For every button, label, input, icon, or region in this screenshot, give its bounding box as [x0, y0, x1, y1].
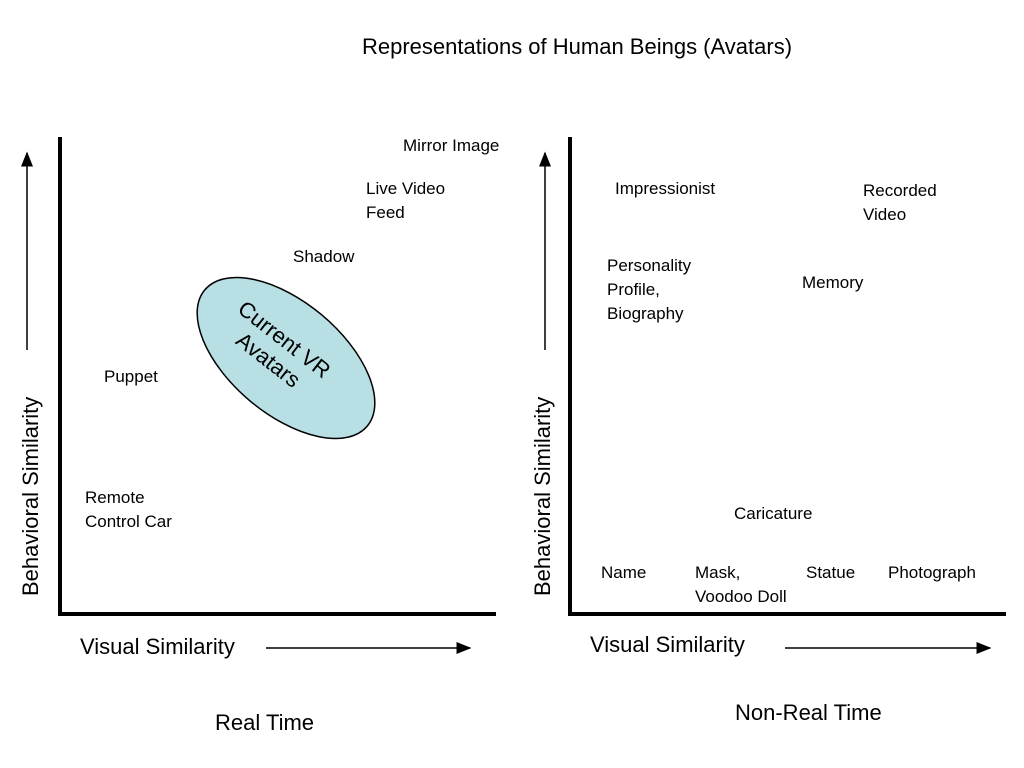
right-x-axis: [568, 612, 1006, 616]
label-remote-1: Remote: [85, 488, 145, 507]
label-puppet: Puppet: [104, 367, 158, 386]
right-panel-caption: Non-Real Time: [735, 700, 882, 725]
label-personality-3: Biography: [607, 304, 684, 323]
label-impressionist: Impressionist: [615, 179, 716, 198]
left-y-axis: [58, 137, 62, 616]
label-mask-1: Mask,: [695, 563, 741, 582]
label-personality-1: Personality: [607, 256, 692, 275]
label-photograph: Photograph: [888, 563, 976, 582]
right-x-axis-label: Visual Similarity: [590, 632, 745, 657]
label-statue: Statue: [806, 563, 856, 582]
left-y-axis-label: Behavioral Similarity: [18, 396, 43, 596]
label-recorded-2: Video: [863, 205, 907, 224]
label-personality-2: Profile,: [607, 280, 660, 299]
label-caricature: Caricature: [734, 504, 813, 523]
label-recorded-1: Recorded: [863, 181, 937, 200]
label-name: Name: [601, 563, 647, 582]
label-mask-2: Voodoo Doll: [695, 587, 787, 606]
left-x-axis-label: Visual Similarity: [80, 634, 235, 659]
right-y-axis-label: Behavioral Similarity: [530, 396, 555, 596]
label-shadow: Shadow: [293, 247, 355, 266]
label-live-video-2: Feed: [366, 203, 405, 222]
label-memory: Memory: [802, 273, 864, 292]
left-panel-caption: Real Time: [215, 710, 315, 735]
right-y-axis: [568, 137, 572, 616]
label-live-video-1: Live Video: [366, 179, 446, 198]
label-mirror-image: Mirror Image: [403, 136, 500, 155]
page-title: Representations of Human Beings (Avatars…: [361, 34, 793, 59]
current-vr-avatars-ellipse: [196, 276, 376, 440]
left-x-axis: [58, 612, 496, 616]
label-remote-2: Control Car: [85, 512, 172, 531]
